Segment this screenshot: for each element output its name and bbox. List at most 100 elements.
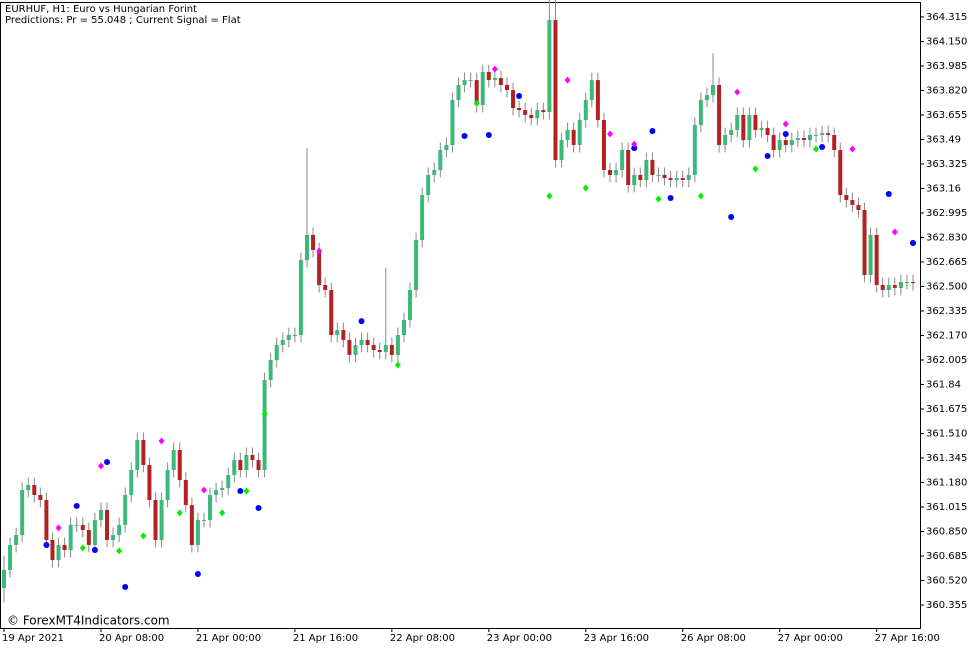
candle-body (371, 344, 376, 351)
candle-body (220, 487, 225, 491)
signal-dot (461, 133, 468, 140)
candle-body (111, 535, 116, 540)
signal-dot (910, 239, 916, 246)
signal-dot (43, 541, 50, 548)
candle-body (377, 350, 382, 352)
candle-body (165, 470, 170, 501)
candle-body (305, 234, 309, 261)
candle-body (8, 544, 13, 570)
chart-subtitle: Predictions: Pr = 55.048 ; Current Signa… (5, 15, 241, 26)
candle-body (650, 159, 655, 175)
candle-body (2, 569, 6, 588)
candle-body (426, 174, 431, 195)
candle-body (541, 110, 546, 112)
signal-diamond (546, 192, 553, 200)
candle-body (414, 239, 419, 291)
signal-diamond (243, 487, 250, 495)
candle-body (698, 99, 703, 126)
candle-body (862, 209, 867, 276)
candle-body (474, 80, 479, 106)
candle-body (395, 335, 400, 355)
signal-diamond (734, 88, 741, 96)
x-tick-label: 19 Apr 2021 (2, 633, 64, 644)
candle-body (159, 500, 164, 540)
candle-body (583, 99, 588, 121)
candle-body (535, 110, 540, 119)
candle-body (147, 464, 152, 501)
candle-body (674, 178, 679, 181)
candle-body (898, 282, 903, 288)
candle-body (826, 133, 831, 136)
candle-body (14, 535, 19, 545)
x-tick-label: 22 Apr 08:00 (390, 633, 455, 644)
x-tick-label: 23 Apr 16:00 (584, 633, 649, 644)
candle-body (547, 20, 552, 112)
candle-body (32, 485, 37, 495)
candle-body (183, 479, 188, 506)
candle-body (389, 344, 394, 355)
candle-body (274, 344, 279, 360)
x-tick-label: 27 Apr 00:00 (778, 633, 843, 644)
candle-body (438, 150, 443, 171)
candle-body (789, 140, 794, 145)
y-tick-label: 361.015 (926, 502, 967, 513)
candle-body (286, 335, 291, 340)
candle-body (26, 485, 31, 491)
candle-body (201, 520, 206, 522)
signal-dot (728, 213, 735, 220)
candle-body (680, 178, 685, 181)
candle-body (814, 135, 819, 137)
candle-body (401, 320, 406, 336)
signal-dot (885, 190, 892, 197)
candle-body (62, 544, 67, 551)
candle-body (56, 544, 61, 560)
candle-body (565, 129, 570, 141)
y-tick-label: 363.820 (926, 85, 967, 96)
candle-body (123, 494, 128, 525)
candle-body (189, 505, 194, 545)
signal-dot (631, 145, 638, 152)
y-tick-label: 361.84 (926, 379, 961, 390)
candle-body (517, 107, 522, 111)
candle-body (98, 509, 103, 521)
signal-diamond (158, 437, 165, 445)
y-tick-label: 360.520 (926, 575, 967, 586)
y-tick-label: 362.335 (926, 306, 967, 317)
candle-body (311, 234, 316, 250)
signal-diamond (582, 184, 589, 192)
candle-body (614, 170, 619, 175)
candle-body (498, 77, 503, 85)
candle-body (692, 125, 697, 175)
y-tick-label: 363.985 (926, 61, 967, 72)
signal-dot (485, 132, 492, 139)
candle-body (511, 90, 516, 108)
candle-body (662, 174, 667, 179)
candle-body (135, 440, 140, 471)
signal-diamond (607, 130, 613, 138)
y-tick-label: 364.315 (926, 12, 967, 23)
candle-body (92, 520, 97, 545)
candle-body (50, 539, 55, 560)
candle-body (868, 234, 873, 276)
candle-body (365, 339, 370, 345)
candle-body (711, 84, 716, 96)
candle-body (753, 114, 758, 130)
candle-body (620, 150, 625, 171)
candle-body (801, 137, 806, 141)
candle-body (238, 460, 243, 471)
signal-diamond (316, 247, 323, 255)
candle-body (529, 114, 534, 119)
candle-body (262, 380, 267, 471)
candle-body (317, 249, 322, 285)
candle-body (38, 494, 43, 501)
candle-body (141, 440, 146, 465)
candle-body (523, 110, 528, 115)
signal-diamond (79, 544, 86, 552)
candle-body (832, 135, 837, 151)
candle-body (117, 524, 122, 536)
y-tick-label: 363.16 (926, 183, 961, 194)
candle-body (444, 144, 449, 151)
candle-body (783, 140, 788, 145)
y-tick-label: 362.995 (926, 208, 967, 219)
